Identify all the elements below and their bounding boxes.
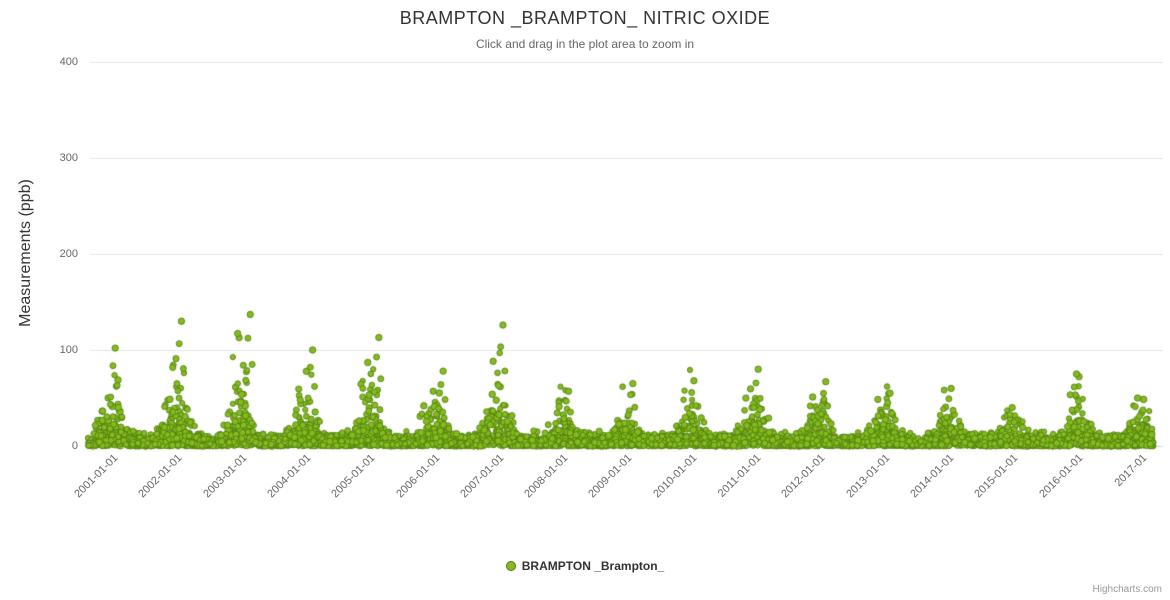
y-tick-label: 400	[59, 56, 78, 68]
chart-title: BRAMPTON _BRAMPTON_ NITRIC OXIDE	[399, 8, 771, 28]
y-tick-label: 100	[59, 344, 78, 356]
series-marker-icon	[505, 561, 516, 571]
chart-subtitle: Click and drag in the plot area to zoom …	[475, 37, 695, 51]
y-tick-label: 200	[59, 248, 78, 260]
y-tick-label: 300	[59, 152, 78, 164]
legend-item[interactable]: BRAMPTON _Brampton_	[0, 559, 1170, 573]
highcharts-credits[interactable]: Highcharts.com	[1092, 584, 1162, 595]
legend-label: BRAMPTON _Brampton_	[521, 559, 665, 573]
y-tick-label: 0	[71, 440, 78, 452]
